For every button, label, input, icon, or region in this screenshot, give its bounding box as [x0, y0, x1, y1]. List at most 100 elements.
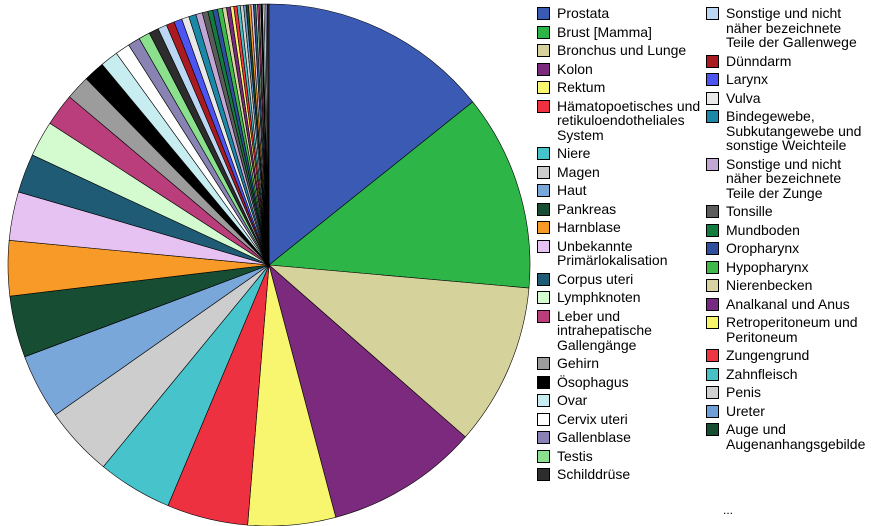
legend-label: Augenanhangsgebilde: [726, 435, 866, 452]
legend-label: Gallenblase: [557, 429, 631, 445]
legend-swatch: [706, 423, 719, 436]
legend-swatch: [537, 62, 550, 76]
legend-label: intrahepatische: [557, 322, 652, 338]
legend-label: Analkanal und Anus: [726, 295, 850, 312]
legend-label: Peritoneum: [726, 328, 798, 345]
legend-swatch: [537, 449, 550, 463]
legend-label: Rektum: [557, 79, 606, 95]
legend-label: Oropharynx: [726, 240, 800, 256]
legend-item: Nierenbecken: [706, 278, 865, 293]
pie-slice-1: [268, 101, 531, 289]
legend-label: retikuloendotheliales: [557, 112, 685, 128]
legend-item: Pankreas: [537, 200, 700, 217]
legend-swatch: [706, 367, 719, 381]
legend-label: Haut: [557, 182, 587, 198]
pie-chart-plot: [7, 3, 531, 526]
legend-swatch: [537, 394, 550, 407]
legend-item: Gallenblase: [537, 430, 700, 445]
legend-label: Zahnfleisch: [726, 365, 798, 382]
legend-item: Ösophagus: [537, 373, 700, 390]
legend-swatch: [706, 279, 719, 292]
legend-item: Niere: [537, 146, 700, 161]
legend-swatch: [537, 7, 550, 20]
legend-item: Bronchus und Lunge: [537, 43, 700, 58]
legend-label: Gallengänge: [557, 336, 637, 353]
legend-label: Hämatopoetisches und: [557, 97, 701, 114]
legend-swatch: [706, 260, 719, 274]
legend-swatch: [706, 110, 719, 123]
legend-label: Lymphknoten: [557, 289, 641, 305]
legend-label: Schilddrüse: [557, 466, 631, 482]
legend-item: Auge und Augenanhangsgebilde: [706, 422, 865, 451]
legend-swatch: [706, 223, 719, 237]
legend-swatch: [706, 242, 719, 255]
legend-label: Leber und: [557, 307, 621, 324]
legend-label: Auge und: [726, 421, 786, 437]
legend-ellipsis: ...: [723, 503, 734, 517]
legend-item: Hypopharynx: [706, 258, 865, 275]
legend-swatch: [537, 272, 550, 286]
legend-swatch: [706, 404, 719, 418]
legend-swatch: [537, 221, 550, 234]
legend-label: Niere: [557, 145, 591, 161]
legend-item: Zahnfleisch: [706, 365, 865, 382]
legend-swatch: [706, 91, 719, 105]
legend-item: Penis: [706, 385, 865, 400]
legend-label: Sonstige und nicht: [726, 5, 842, 21]
legend-label: Vulva: [726, 89, 761, 106]
legend-swatch: [706, 73, 719, 86]
legend-swatch: [706, 316, 719, 329]
legend-item: Hämatopoetisches und retikuloendotheliale…: [537, 97, 701, 143]
legend-label: Tonsille: [726, 203, 773, 219]
legend-swatch: [706, 205, 719, 218]
legend-column-2: Sonstige und nicht näher bezeichnete Teile…: [706, 6, 865, 455]
legend-item: Retroperitoneum und Peritoneum: [706, 315, 865, 344]
legend-label: Kolon: [557, 60, 593, 77]
legend-label: Bindegewebe,: [726, 108, 815, 124]
pie-slice-0: [268, 3, 474, 266]
legend-label: Bronchus und Lunge: [557, 42, 687, 58]
legend-swatch: [537, 44, 550, 57]
legend-swatch: [537, 357, 550, 370]
legend-label: Gehirn: [557, 355, 600, 371]
legend-label: Testis: [557, 447, 593, 464]
legend-label: Primärlokalisation: [557, 252, 668, 268]
legend-label: Dünndarm: [726, 52, 792, 69]
legend-item: Gehirn: [537, 356, 700, 371]
legend-swatch: [537, 165, 550, 179]
legend-label: Brust [Mamma]: [557, 23, 652, 40]
legend-label: Nierenbecken: [726, 277, 813, 293]
legend-label: Subkutangewebe und: [726, 122, 862, 139]
legend-label: Pankreas: [557, 200, 617, 217]
legend-item: Haut: [537, 183, 700, 198]
legend-item: Ovar: [537, 393, 700, 408]
legend-item: Harnblase: [537, 220, 700, 235]
legend-swatch: [537, 99, 550, 113]
pie-slice-50: [267, 3, 270, 266]
legend-label: Penis: [726, 384, 762, 400]
legend-item: Magen: [537, 164, 700, 180]
legend-swatch: [537, 431, 550, 444]
legend-label: Prostata: [557, 5, 610, 21]
legend-label: Teile der Gallenwege: [726, 34, 857, 50]
legend-swatch: [706, 349, 719, 362]
legend-item: Oropharynx: [706, 241, 865, 256]
legend-swatch: [537, 25, 550, 39]
legend-item: Bindegewebe, Subkutangewebe und sonstige W…: [706, 109, 865, 153]
pie-slice-3: [268, 264, 466, 518]
legend-label: Unbekannte: [557, 237, 633, 254]
legend-label: Zungengrund: [726, 347, 810, 363]
legend-item: Zungengrund: [706, 348, 865, 363]
legend-swatch: [537, 375, 550, 389]
legend-item: Brust [Mamma]: [537, 23, 700, 40]
legend-label: Hypopharynx: [726, 258, 809, 275]
legend-swatch: [706, 386, 719, 399]
legend-label: Retroperitoneum und: [726, 314, 858, 330]
legend-item: Vulva: [706, 89, 865, 106]
legend-item: Prostata: [537, 6, 700, 21]
pie-slice-2: [268, 264, 530, 438]
legend-item: Corpus uteri: [537, 271, 700, 287]
legend-label: Ösophagus: [557, 373, 629, 390]
legend-label: Sonstige und nicht: [726, 155, 842, 172]
